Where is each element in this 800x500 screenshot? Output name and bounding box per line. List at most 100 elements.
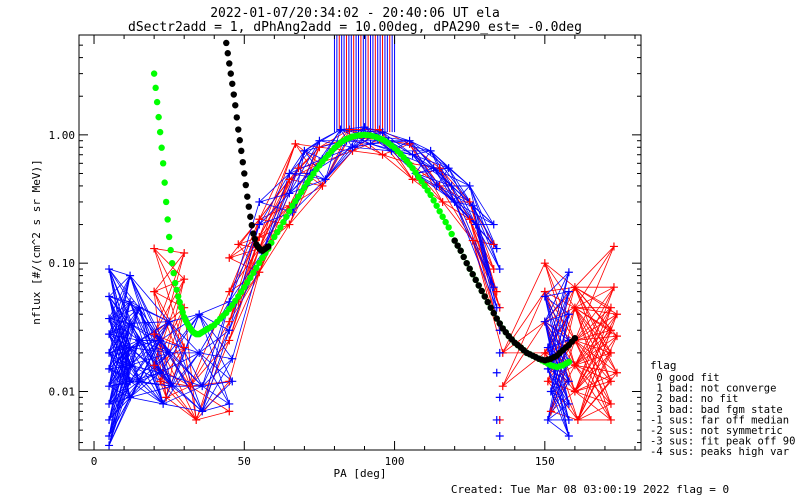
data-point — [378, 128, 387, 137]
trace-segment — [130, 396, 164, 405]
trace-segment — [322, 150, 353, 187]
fit-point — [223, 39, 230, 47]
fit-point — [165, 233, 173, 241]
trace-segment — [544, 272, 570, 322]
trace-segment — [108, 268, 131, 366]
data-point — [468, 201, 477, 210]
data-point — [195, 310, 204, 319]
fit-point — [463, 259, 470, 267]
trace-segment — [409, 143, 440, 169]
footer-created: Created: Tue Mar 08 03:00:19 2022 flag =… — [451, 483, 729, 496]
trace-segment — [108, 340, 140, 446]
trace-segment — [108, 275, 131, 319]
data-point — [438, 197, 447, 206]
fit-point — [301, 184, 308, 191]
data-point — [489, 240, 498, 249]
trace-segment — [574, 335, 617, 341]
trace-segment — [108, 275, 131, 335]
trace-segment — [574, 391, 612, 405]
data-point — [285, 169, 294, 178]
fit-point — [174, 293, 182, 300]
trace-segment — [547, 307, 576, 382]
trace-segment — [415, 150, 431, 174]
trace-segment — [292, 179, 326, 213]
trace-segment — [129, 372, 161, 382]
data-point — [408, 175, 417, 184]
fit-point — [274, 228, 281, 236]
fit-point — [487, 304, 494, 311]
x-tick-label: 100 — [385, 455, 405, 468]
trace-segment — [550, 391, 570, 405]
trace-segment — [153, 252, 185, 366]
fit-point — [239, 158, 246, 166]
trace-segment — [574, 335, 618, 392]
data-point — [366, 139, 375, 148]
trace-segment — [295, 143, 320, 148]
fit-point — [418, 178, 425, 185]
fit-point — [421, 182, 428, 190]
fit-point — [242, 181, 249, 189]
trace-segment — [298, 162, 320, 169]
trace-segment — [129, 321, 170, 382]
data-point — [225, 407, 234, 416]
fit-point — [292, 198, 299, 205]
trace-segment — [198, 314, 233, 382]
fit-point — [244, 193, 251, 200]
trace-segment — [574, 246, 615, 288]
trace-segment — [289, 150, 305, 174]
data-point — [105, 431, 114, 440]
data-point — [126, 377, 135, 386]
data-point — [564, 399, 573, 408]
fit-point — [256, 259, 263, 267]
trace-segment — [168, 321, 203, 387]
data-point — [105, 415, 114, 424]
trace-segment — [577, 403, 612, 421]
trace-segment — [201, 381, 233, 412]
data-point — [294, 164, 303, 173]
trace-segment — [544, 271, 570, 297]
trace-segment — [544, 262, 576, 308]
fit-point — [427, 191, 434, 199]
data-point — [126, 319, 135, 328]
data-point — [408, 150, 417, 159]
fit-point — [247, 274, 254, 281]
trace-segment — [547, 368, 570, 437]
fit-point — [229, 80, 236, 87]
trace-segment — [502, 291, 546, 354]
fit-point — [493, 315, 500, 322]
data-point — [540, 317, 549, 326]
trace-segment — [574, 364, 612, 382]
trace-segment — [325, 129, 341, 180]
trace-segment — [288, 150, 305, 194]
fit-point — [250, 269, 257, 276]
data-point — [492, 244, 501, 253]
data-point — [186, 382, 195, 391]
fit-point — [469, 271, 476, 278]
trace-segment — [129, 340, 161, 348]
trace-segment — [574, 313, 618, 366]
data-point — [168, 382, 177, 391]
trace-segment — [198, 352, 230, 405]
fit-point — [247, 213, 254, 220]
data-point — [255, 268, 264, 277]
data-point — [156, 368, 165, 377]
trace-segment — [574, 314, 618, 392]
trace-segment — [108, 275, 131, 387]
trace-segment — [547, 364, 576, 382]
trace-segment — [201, 358, 233, 412]
fit-point — [259, 254, 266, 262]
data-point — [471, 220, 480, 229]
trace-segment — [162, 352, 200, 405]
trace-segment — [472, 205, 501, 270]
trace-segment — [108, 333, 140, 382]
trace-segment — [160, 372, 203, 387]
data-point — [612, 368, 621, 377]
data-point — [159, 399, 168, 408]
data-point — [105, 348, 114, 357]
trace-segment — [129, 347, 164, 405]
fit-point — [238, 288, 245, 296]
data-point — [318, 181, 327, 190]
trace-segment — [547, 419, 570, 437]
data-point — [315, 136, 324, 145]
